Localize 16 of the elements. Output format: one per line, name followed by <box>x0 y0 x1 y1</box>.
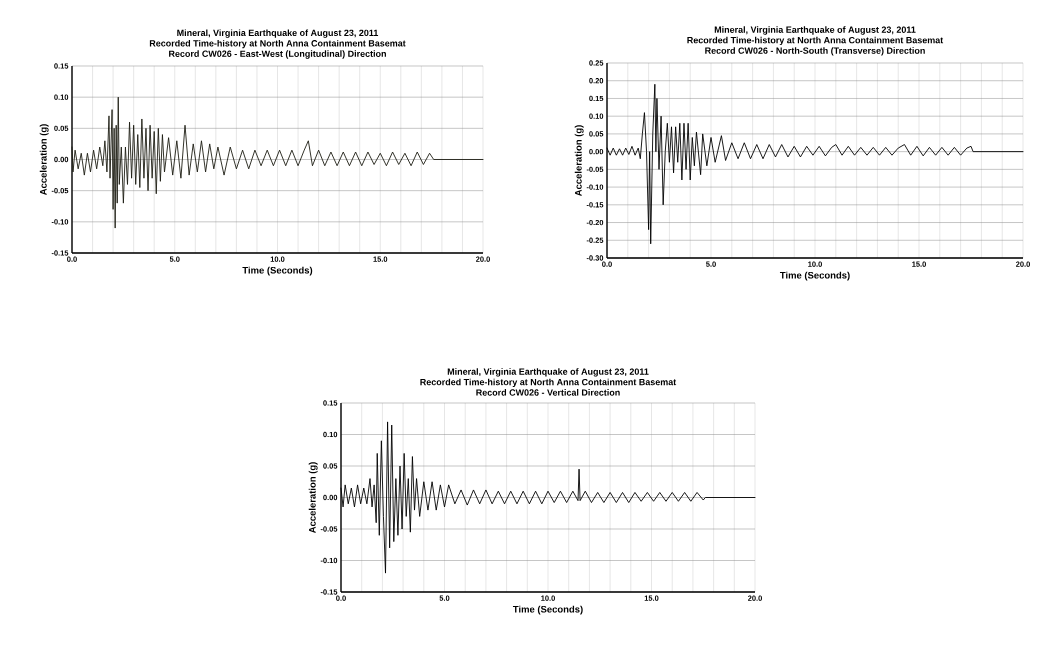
x-axis-title: Time (Seconds) <box>779 271 850 281</box>
chart-subtitle: Recorded Time-history at North Anna Containment Basemat <box>420 378 677 388</box>
y-axis-title: Acceleration (g) <box>574 125 584 197</box>
line-series <box>71 96 484 229</box>
chart-title: Mineral, Virginia Earthquake of August 23, 2011 <box>177 29 379 38</box>
chart-title: Mineral, Virginia Earthquake of August 23, 2011 <box>447 368 649 377</box>
text: Record CW026 - East-West (Longitudinal) Direction <box>169 50 386 59</box>
chart-title: Mineral, Virginia Earthquake of August 23, 2011 <box>714 26 916 35</box>
y-axis-title: Acceleration (g) <box>39 124 49 196</box>
y-axis-title: Acceleration (g) <box>308 462 318 534</box>
text: Record CW026 - Vertical Direction <box>476 389 620 396</box>
chart-subtitle: Recorded Time-history at North Anna Containment Basemat <box>149 39 406 49</box>
x-axis-title: Time (Seconds) <box>242 266 313 276</box>
chart-subtitle: Recorded Time-history at North Anna Containment Basemat <box>687 36 944 46</box>
x-axis-title: Time (Seconds) <box>512 605 583 615</box>
text: Record CW026 - North-South (Transverse) Direction <box>705 47 925 56</box>
